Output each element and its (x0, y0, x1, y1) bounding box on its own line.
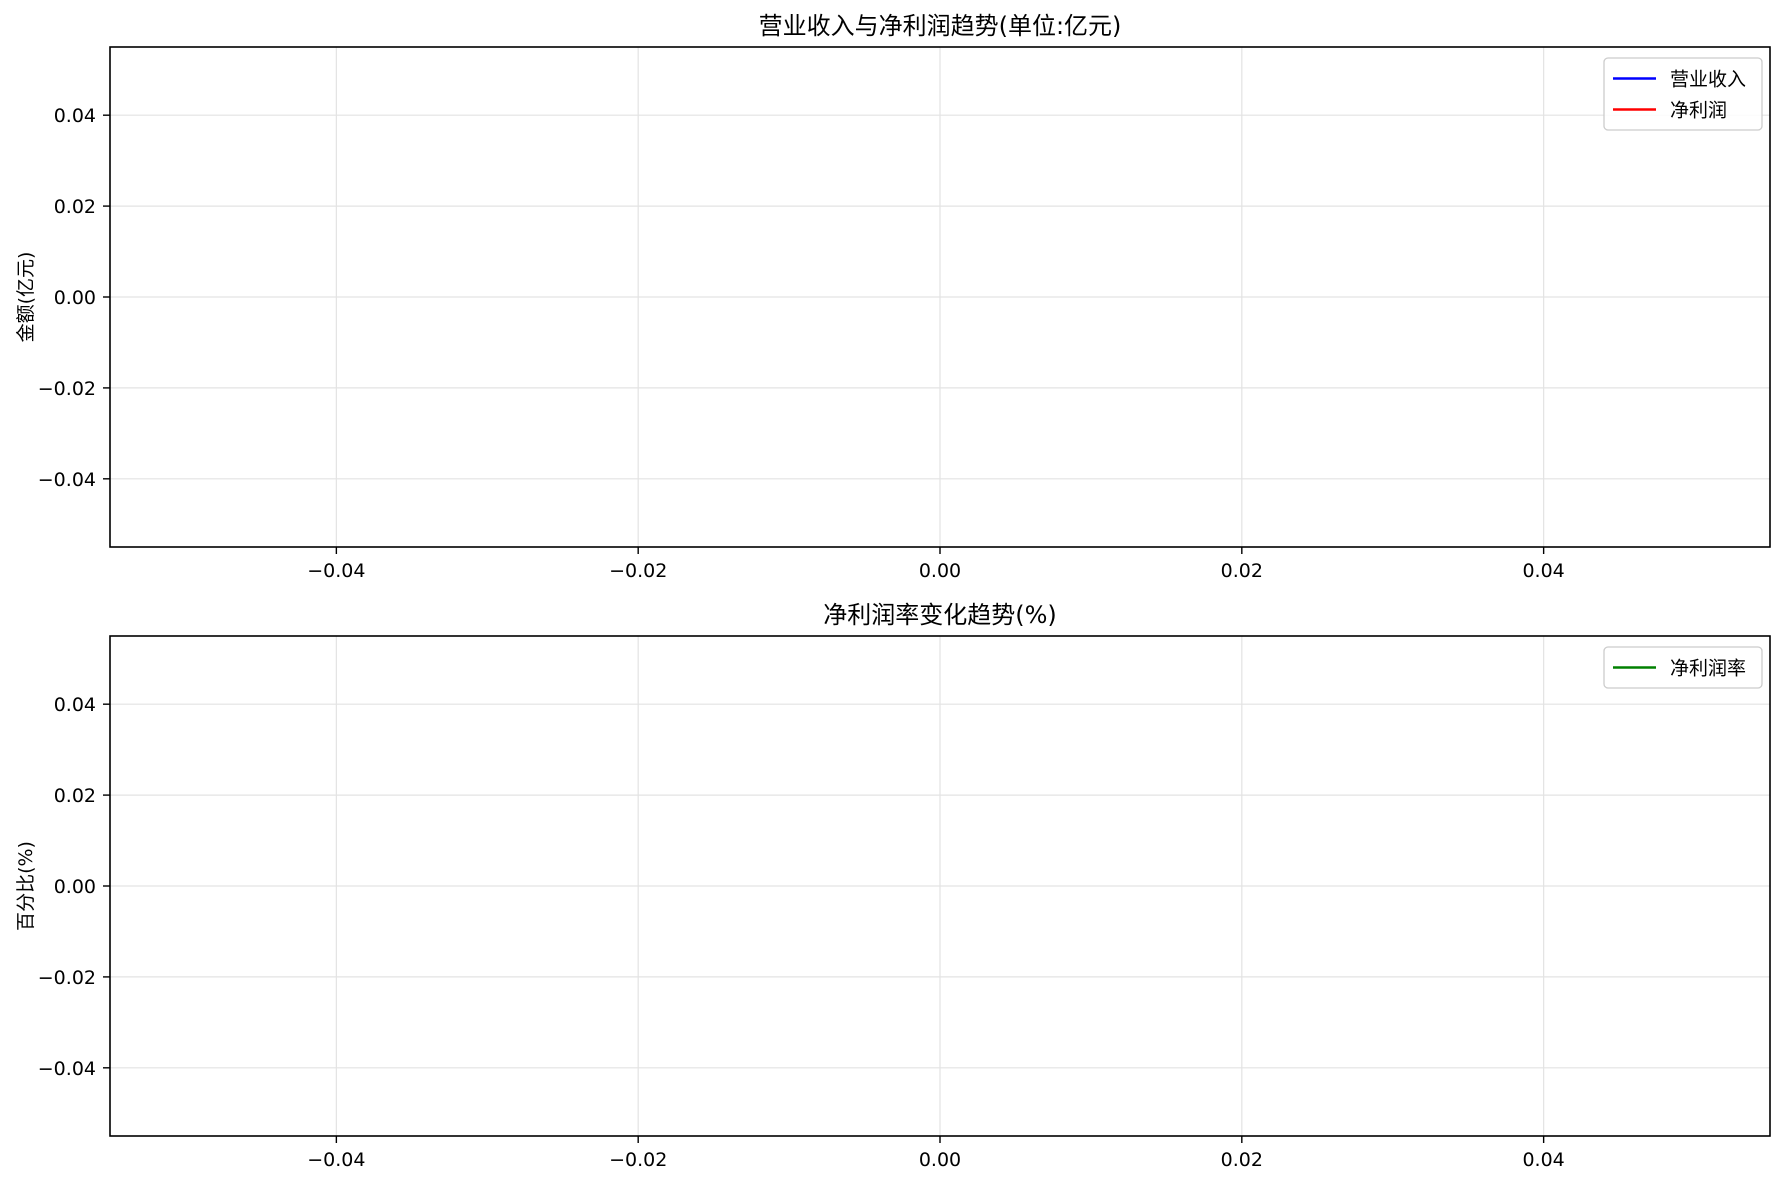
x-tick-label: 0.02 (1221, 1149, 1263, 1171)
x-tick-label: −0.02 (609, 560, 667, 582)
y-tick-label: −0.04 (38, 469, 96, 491)
x-tick-label: −0.04 (307, 1149, 365, 1171)
chart-panel-1: −0.04 −0.02 0.00 0.02 0.04 0.04 0.02 0.00 −0.02 −… (15, 12, 1771, 582)
x-tick-label: −0.02 (609, 1149, 667, 1171)
x-tick-label: 0.02 (1221, 560, 1263, 582)
chart-panel-2: −0.04 −0.02 0.00 0.02 0.04 0.04 0.02 0.00 −0.02 −… (15, 601, 1771, 1171)
y-axis-label: 百分比(%) (15, 841, 37, 931)
x-tick-label: 0.00 (919, 1149, 961, 1171)
y-tick-label: −0.04 (38, 1058, 96, 1080)
chart-title: 营业收入与净利润趋势(单位:亿元) (759, 12, 1122, 40)
x-tick-label: 0.04 (1522, 560, 1564, 582)
y-axis-label: 金额(亿元) (15, 252, 37, 343)
y-tick-label: −0.02 (38, 378, 96, 400)
legend-label: 净利润率 (1670, 658, 1746, 680)
y-tick-label: −0.02 (38, 967, 96, 989)
x-tick-label: 0.00 (919, 560, 961, 582)
legend-label: 净利润 (1670, 100, 1727, 122)
legend: 净利润率 (1603, 646, 1763, 689)
legend-box (1603, 646, 1763, 689)
legend-box (1603, 57, 1763, 131)
y-tick-label: 0.04 (54, 694, 96, 716)
y-tick-label: 0.02 (54, 196, 96, 218)
x-tick-label: 0.04 (1522, 1149, 1564, 1171)
y-tick-label: 0.00 (54, 876, 96, 898)
x-tick-label: −0.04 (307, 560, 365, 582)
chart-title: 净利润率变化趋势(%) (823, 601, 1057, 629)
legend-label: 营业收入 (1670, 69, 1746, 91)
y-tick-label: 0.04 (54, 105, 96, 127)
y-tick-label: 0.00 (54, 287, 96, 309)
y-tick-label: 0.02 (54, 785, 96, 807)
